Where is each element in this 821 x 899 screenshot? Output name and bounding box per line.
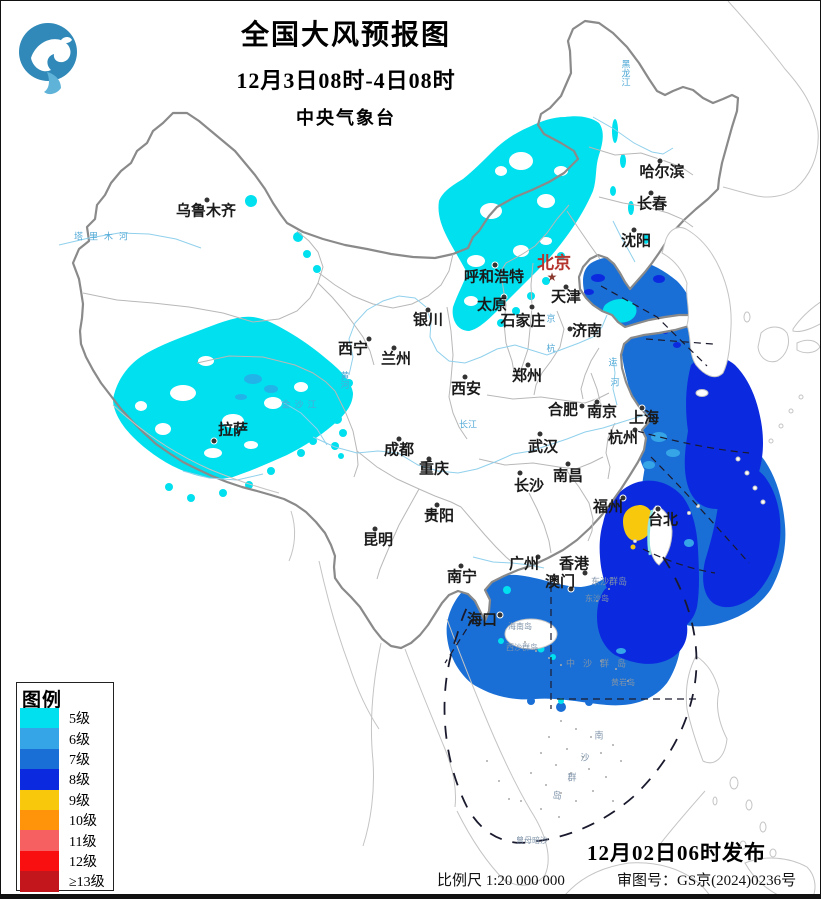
cma-logo <box>19 23 77 95</box>
legend-label: 5级 <box>69 712 90 728</box>
legend-items: 5级 6级 7级 8级 9级 10级 11级 12级 ≥13级 <box>20 708 105 892</box>
map-approval-number: 审图号：GS京(2024)0236号 <box>617 873 797 889</box>
ryukyu-islands <box>687 394 804 515</box>
issuing-agency: 中央气象台 <box>296 108 396 128</box>
legend-label: 12级 <box>69 854 97 870</box>
map-header: 全国大风预报图 12月3日08时-4日08时 中央气象台 <box>146 13 546 130</box>
legend-swatch <box>20 830 59 851</box>
legend-swatch <box>20 789 59 810</box>
wind-area-sea-layer <box>446 257 786 712</box>
mindanao <box>744 857 816 898</box>
legend-item: 6级 <box>20 728 105 749</box>
legend-item: 12级 <box>20 850 105 872</box>
foreign-outlines <box>112 1 820 898</box>
maritime-boundaries <box>443 285 750 844</box>
scs-islet-specks <box>486 588 629 818</box>
wind-6-sea <box>616 432 694 654</box>
myanmar-coast <box>318 560 380 730</box>
map-scale: 比例尺 1:20 000 000 <box>437 873 565 889</box>
issue-time: 12月02日06时发布 <box>587 841 766 865</box>
province-borders <box>82 146 694 580</box>
india-border <box>112 404 280 494</box>
japan-kyushu <box>757 326 790 363</box>
wind-5-plateau <box>113 316 353 502</box>
legend-label: 10级 <box>69 814 97 830</box>
nine-dash-line <box>443 556 698 844</box>
legend-box: 图例 5级 6级 7级 8级 9级 10级 11级 12级 ≥13级 <box>16 682 114 892</box>
legend-swatch <box>20 708 59 729</box>
legend-item: 9级 <box>20 789 105 810</box>
valid-period: 12月3日08时-4日08时 <box>236 68 456 93</box>
legend-item: 5级 <box>20 708 105 729</box>
legend-swatch <box>20 728 59 749</box>
japan-shikoku <box>796 339 820 354</box>
hainan-island <box>504 618 558 650</box>
legend-title: 图例 <box>22 690 63 711</box>
legend-swatch <box>20 769 59 790</box>
rivers <box>58 116 674 569</box>
legend-item: 7级 <box>20 748 105 770</box>
china-border <box>71 19 740 650</box>
korea-peninsula <box>661 226 732 378</box>
legend-swatch <box>20 850 59 872</box>
legend-label: 7级 <box>69 752 90 768</box>
legend-swatch <box>20 748 59 770</box>
legend-item: ≥13级 <box>20 871 105 892</box>
philippines-luzon <box>685 655 728 764</box>
legend-label: 9级 <box>69 793 90 809</box>
wind-8-sea <box>584 274 781 664</box>
vietnam-coast <box>446 618 549 886</box>
philippine-islands <box>712 776 777 858</box>
japan-honshu <box>792 301 820 332</box>
bottom-frame-bar <box>1 894 820 898</box>
wind-9-taiwan-strait <box>623 505 654 550</box>
page-title: 全国大风预报图 <box>240 20 451 51</box>
wind-5-taiwan-fringe <box>647 509 654 556</box>
palawan <box>660 790 706 844</box>
legend-label: ≥13级 <box>69 875 105 891</box>
legend-item: 11级 <box>20 830 105 851</box>
jeju-island <box>695 389 709 397</box>
legend-label: 11级 <box>69 834 97 850</box>
legend-label: 6级 <box>69 732 90 748</box>
legend-label: 8级 <box>69 773 90 789</box>
legend-swatch <box>20 871 59 892</box>
legend-item: 8级 <box>20 769 105 790</box>
russia-coast <box>722 1 819 198</box>
legend-item: 10级 <box>20 809 105 831</box>
legend-swatch <box>20 809 59 831</box>
